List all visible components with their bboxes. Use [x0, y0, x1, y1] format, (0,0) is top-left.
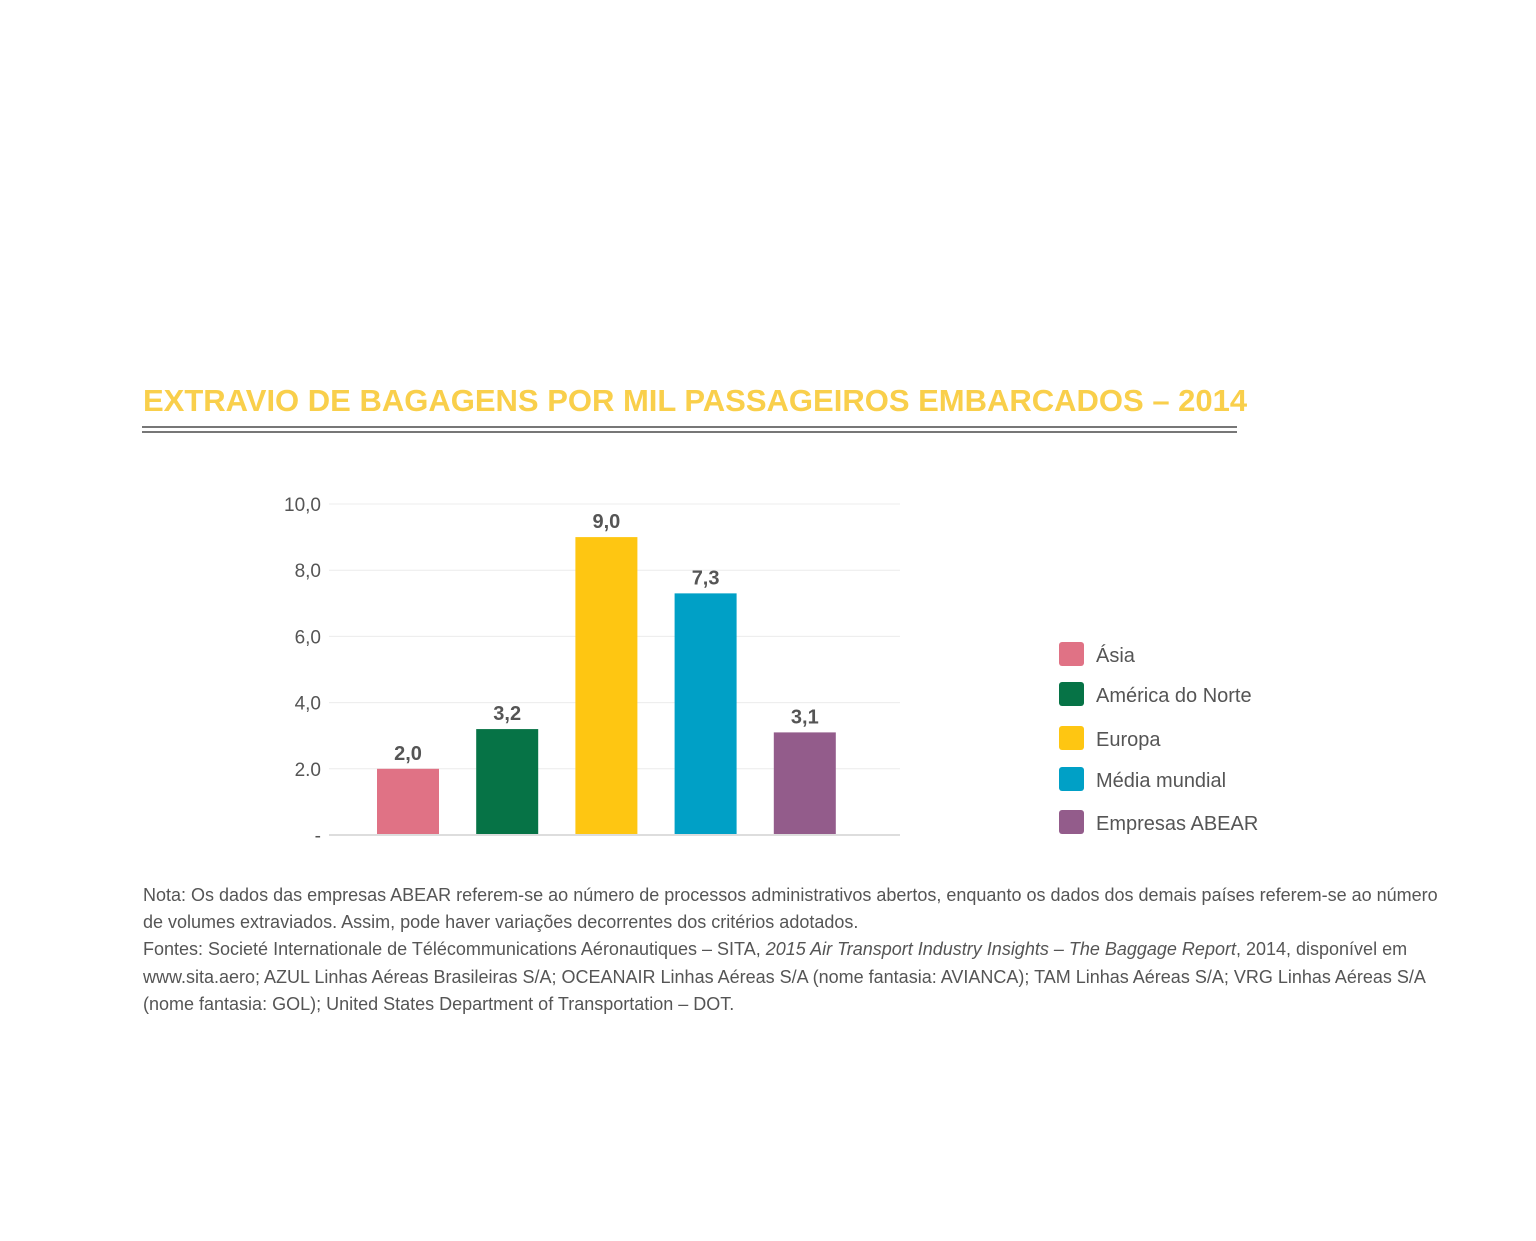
bar — [773, 732, 836, 835]
value-label: 9,0 — [592, 511, 620, 533]
notes: Nota: Os dados das empresas ABEAR refere… — [143, 882, 1443, 1018]
legend-label: Europa — [1096, 729, 1161, 751]
y-tick-label: 10,0 — [284, 495, 321, 516]
y-tick-label: - — [315, 826, 321, 847]
sources-text: Fontes: Societé Internationale de Téléco… — [143, 936, 1443, 1018]
bar-chart: - 2.0 4,0 6,0 8,0 10,0 2,0 3,2 9,0 7,3 3,1 — [284, 495, 900, 847]
y-tick-label: 4,0 — [295, 694, 321, 715]
title-underline — [142, 426, 1237, 433]
value-label: 3,1 — [791, 706, 819, 728]
value-label: 2,0 — [394, 743, 422, 765]
y-tick-label: 6,0 — [295, 627, 321, 648]
bar — [377, 768, 439, 835]
value-label: 3,2 — [493, 703, 521, 725]
legend-swatch — [1059, 767, 1084, 791]
sources-prefix: Fontes: Societé Internationale de Téléco… — [143, 939, 766, 960]
bar — [476, 729, 539, 835]
legend-label: Ásia — [1096, 645, 1135, 667]
value-labels: 2,0 3,2 9,0 7,3 3,1 — [394, 511, 819, 765]
bars — [377, 537, 836, 835]
y-axis-ticks: - 2.0 4,0 6,0 8,0 10,0 — [284, 495, 321, 847]
sources-report-title: 2015 Air Transport Industry Insights – T… — [765, 939, 1236, 960]
value-label: 7,3 — [692, 567, 720, 589]
legend-swatch — [1059, 682, 1084, 706]
legend-swatch — [1059, 810, 1084, 834]
legend-label: Empresas ABEAR — [1096, 813, 1259, 835]
legend-label: Média mundial — [1096, 770, 1227, 792]
y-tick-label: 8,0 — [295, 561, 321, 582]
bar — [674, 593, 737, 835]
legend-swatch — [1059, 642, 1084, 666]
chart-title: EXTRAVIO DE BAGAGENS POR MIL PASSAGEIROS… — [143, 383, 1248, 418]
legend-label: América do Norte — [1096, 685, 1252, 707]
legend-swatch — [1059, 726, 1084, 750]
y-tick-label: 2.0 — [295, 760, 321, 781]
sources-suffix: , 2014, disponível em www.sita.aero; AZU… — [143, 939, 1425, 1014]
note-text: Nota: Os dados das empresas ABEAR refere… — [143, 885, 1438, 933]
bar — [575, 537, 638, 835]
